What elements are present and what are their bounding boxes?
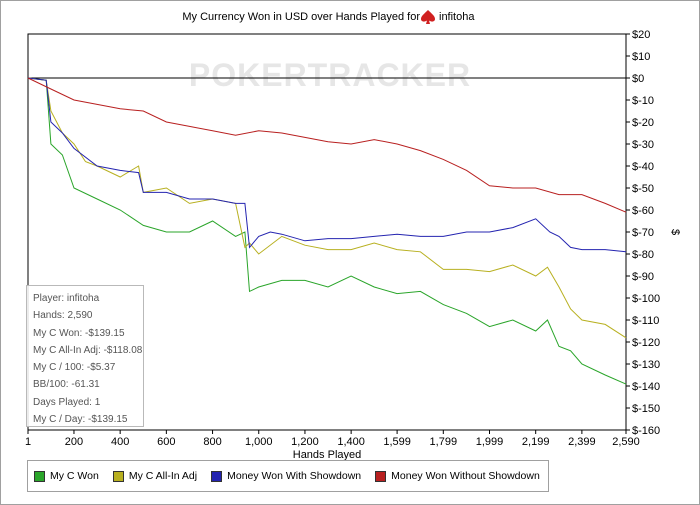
y-tick-label: $-150 bbox=[632, 403, 660, 415]
x-tick-label: 1,599 bbox=[383, 436, 411, 448]
stat-won: My C Won: -$139.15 bbox=[33, 327, 125, 339]
x-tick-label: 1,999 bbox=[476, 436, 504, 448]
legend-swatch bbox=[34, 470, 45, 482]
x-tick-label: 2,399 bbox=[568, 436, 596, 448]
x-tick-label: 1,799 bbox=[430, 436, 458, 448]
x-tick-label: 2,199 bbox=[522, 436, 550, 448]
series-line-4 bbox=[27, 77, 627, 213]
chart-title: My Currency Won in USD over Hands Played… bbox=[182, 11, 420, 23]
stat-per-100: My C / 100: -$5.37 bbox=[33, 362, 116, 374]
legend-swatch bbox=[211, 470, 223, 482]
y-tick-label: $-80 bbox=[632, 249, 654, 261]
legend-swatch bbox=[112, 470, 124, 482]
legend-label: My C Won bbox=[50, 470, 99, 482]
series-line-1 bbox=[27, 77, 627, 385]
x-axis-label: Hands Played bbox=[293, 449, 362, 461]
stat-hands: Hands: 2,590 bbox=[33, 310, 93, 322]
y-tick-label: $-60 bbox=[632, 205, 654, 217]
chart-legend: My C Won My C All-In Adj Money Won With … bbox=[27, 460, 549, 492]
x-tick-label: 1 bbox=[25, 436, 31, 448]
y-tick-label: $-100 bbox=[632, 293, 660, 305]
legend-label: My C All-In Adj bbox=[128, 470, 198, 482]
watermark: POKERTRACKER bbox=[189, 57, 471, 93]
y-tick-label: $0 bbox=[632, 73, 644, 85]
x-tick-label: 600 bbox=[157, 436, 175, 448]
y-tick-label: $-40 bbox=[632, 161, 654, 173]
player-stats-box: Player: infitoha Hands: 2,590 My C Won: … bbox=[26, 285, 144, 427]
legend-label: Money Won With Showdown bbox=[227, 470, 362, 482]
stat-days: Days Played: 1 bbox=[33, 396, 101, 408]
legend-item[interactable]: My C All-In Adj bbox=[112, 470, 198, 482]
y-tick-label: $-160 bbox=[632, 425, 660, 437]
x-tick-label: 200 bbox=[65, 436, 83, 448]
chart-player-name: infitoha bbox=[439, 11, 475, 23]
series-line-2 bbox=[27, 77, 627, 339]
series-layer bbox=[27, 77, 627, 385]
x-tick-label: 800 bbox=[203, 436, 221, 448]
y-tick-label: $-30 bbox=[632, 139, 654, 151]
y-tick-label: $-130 bbox=[632, 359, 660, 371]
x-tick-label: 400 bbox=[111, 436, 129, 448]
y-tick-label: $20 bbox=[632, 29, 650, 41]
x-tick-label: 1,000 bbox=[245, 436, 273, 448]
y-tick-label: $-10 bbox=[632, 95, 654, 107]
y-tick-label: $-110 bbox=[632, 315, 659, 327]
legend-label: Money Won Without Showdown bbox=[391, 470, 540, 482]
y-tick-label: $-20 bbox=[632, 117, 654, 129]
stat-allin-adj: My C All-In Adj: -$118.08 bbox=[33, 344, 143, 356]
legend-swatch bbox=[375, 470, 387, 482]
x-tick-label: 1,200 bbox=[291, 436, 319, 448]
y-tick-label: $10 bbox=[632, 51, 650, 63]
axes-layer: $20 $10 $0 $-10 $-20 $-30 $-40 $-50 $-60 $-70 $-80… bbox=[25, 29, 660, 448]
stat-bb-100: BB/100: -61.31 bbox=[33, 379, 100, 391]
x-tick-label: 2,590 bbox=[612, 436, 640, 448]
y-tick-label: $-140 bbox=[632, 381, 660, 393]
x-tick-label: 1,400 bbox=[337, 436, 365, 448]
stat-player: Player: infitoha bbox=[33, 293, 100, 304]
spade-icon bbox=[421, 10, 435, 24]
series-line-3 bbox=[27, 77, 627, 253]
y-tick-label: $-70 bbox=[632, 227, 654, 239]
legend-item[interactable]: Money Won Without Showdown bbox=[375, 470, 540, 482]
y-tick-label: $-90 bbox=[632, 271, 654, 283]
legend-item[interactable]: My C Won bbox=[34, 470, 99, 482]
y-tick-label: $-120 bbox=[632, 337, 660, 349]
y-tick-label: $-50 bbox=[632, 183, 654, 195]
stat-per-day: My C / Day: -$139.15 bbox=[33, 414, 128, 426]
legend-item[interactable]: Money Won With Showdown bbox=[211, 470, 361, 482]
y-axis-label: $ bbox=[669, 229, 681, 235]
